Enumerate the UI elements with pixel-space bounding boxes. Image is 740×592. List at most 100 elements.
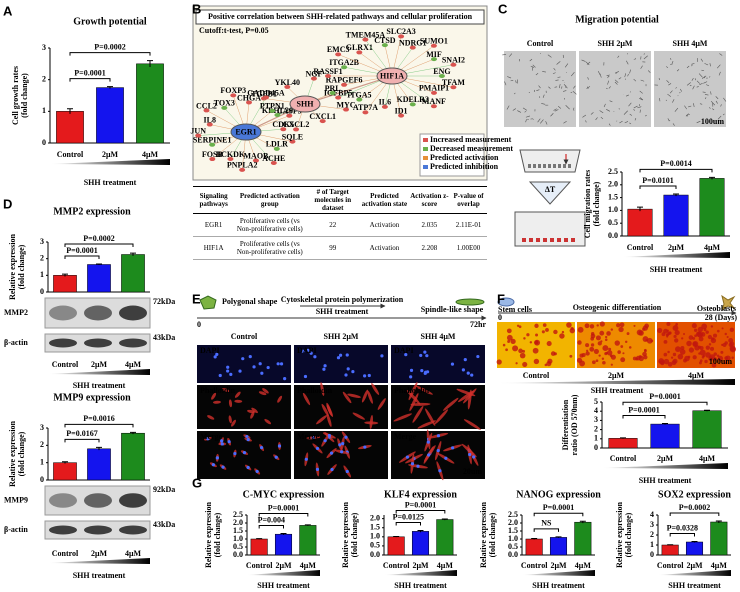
texture bbox=[585, 120, 587, 123]
mineral bbox=[686, 340, 692, 347]
texture bbox=[658, 77, 660, 81]
mineral bbox=[553, 329, 558, 335]
y-tick-label: 1.0 bbox=[370, 532, 380, 541]
y-tick-label: 0.5 bbox=[608, 218, 618, 227]
row-label: Merge bbox=[297, 432, 320, 441]
treatment-wedge bbox=[48, 558, 150, 564]
mineral bbox=[622, 352, 625, 355]
texture bbox=[565, 105, 570, 110]
mineral bbox=[589, 346, 595, 352]
panel-label: B bbox=[192, 1, 201, 16]
mineral bbox=[507, 340, 511, 343]
y-tick-label: 0.0 bbox=[233, 550, 243, 559]
nucleus bbox=[424, 370, 428, 374]
node-label: SUMO1 bbox=[420, 37, 448, 46]
cell: 22 bbox=[305, 213, 361, 237]
node bbox=[239, 167, 246, 172]
hub-shh bbox=[289, 95, 321, 113]
cell: 2.11E-01 bbox=[450, 213, 487, 237]
actin bbox=[406, 389, 421, 405]
cell: Proliferative cells (vs Non-proliferativ… bbox=[234, 213, 306, 237]
texture bbox=[512, 108, 516, 111]
mineral bbox=[666, 333, 670, 337]
texture bbox=[640, 65, 643, 69]
texture bbox=[676, 69, 680, 72]
nucleus bbox=[409, 368, 414, 372]
significance-bracket bbox=[395, 521, 421, 526]
node bbox=[245, 100, 252, 105]
texture bbox=[718, 71, 721, 76]
mineral bbox=[691, 323, 697, 329]
actin bbox=[443, 397, 459, 411]
blot-label: MMP2 bbox=[4, 308, 28, 317]
mineral bbox=[667, 361, 673, 367]
texture bbox=[537, 118, 541, 123]
significance-bracket bbox=[639, 168, 713, 173]
actin bbox=[228, 415, 232, 424]
band bbox=[119, 493, 147, 508]
schematic-label: Cytoskeletal protein polymerization bbox=[281, 295, 404, 304]
actin bbox=[408, 382, 418, 401]
x-axis-label: SHH treatment bbox=[639, 476, 692, 485]
nucleus bbox=[252, 365, 256, 369]
nucleus bbox=[329, 451, 334, 455]
nucleus bbox=[367, 373, 371, 378]
nucleus bbox=[304, 457, 308, 461]
actin bbox=[258, 391, 267, 396]
texture bbox=[680, 88, 682, 92]
annotation: P=0.0167 bbox=[66, 429, 97, 438]
schematic-label: Osteoblasts bbox=[697, 304, 736, 313]
node bbox=[289, 139, 296, 144]
mineral bbox=[542, 323, 547, 327]
bar bbox=[299, 525, 317, 556]
y-axis-label: (fold change) bbox=[20, 73, 29, 118]
nucleus bbox=[274, 455, 278, 459]
nucleus bbox=[330, 467, 334, 472]
mineral bbox=[614, 340, 620, 346]
node bbox=[209, 142, 216, 147]
mineral bbox=[606, 350, 613, 356]
nucleus bbox=[266, 365, 270, 370]
mineral bbox=[710, 325, 714, 328]
texture bbox=[619, 120, 623, 124]
texture bbox=[710, 101, 716, 106]
mineral bbox=[698, 352, 701, 355]
texture bbox=[585, 61, 590, 66]
y-tick-label: 2 bbox=[594, 424, 598, 433]
texture bbox=[607, 80, 610, 85]
nucleus bbox=[233, 451, 237, 456]
texture bbox=[696, 80, 700, 84]
node bbox=[269, 108, 276, 113]
texture bbox=[573, 85, 576, 89]
column-label: SHH 4μM bbox=[421, 332, 456, 341]
cell: Activation bbox=[360, 213, 409, 237]
error-bar bbox=[130, 252, 136, 256]
nucleus bbox=[416, 464, 420, 468]
actin bbox=[250, 411, 255, 419]
mineral bbox=[597, 341, 602, 346]
annotation: P=0.0001 bbox=[66, 246, 97, 255]
micrograph bbox=[294, 345, 388, 383]
actin bbox=[234, 399, 243, 403]
actin bbox=[371, 383, 380, 395]
transwell-diagram: ΔT bbox=[514, 149, 586, 247]
texture bbox=[699, 103, 703, 105]
mineral bbox=[569, 327, 575, 334]
mineral bbox=[707, 334, 712, 340]
mineral bbox=[674, 329, 680, 336]
texture bbox=[504, 81, 507, 86]
nucleus bbox=[255, 469, 259, 474]
actin bbox=[247, 409, 255, 414]
node-label: CCL2 bbox=[196, 101, 217, 110]
significance-bracket bbox=[64, 243, 134, 247]
y-axis-label: (fold change) bbox=[624, 512, 633, 557]
column-label: SHH 2μM bbox=[598, 39, 633, 48]
mineral bbox=[610, 363, 613, 366]
mineral bbox=[610, 328, 614, 331]
texture bbox=[698, 73, 703, 78]
chart-title: Growth potential bbox=[73, 16, 147, 27]
mineral bbox=[589, 324, 595, 329]
nucleus bbox=[211, 463, 216, 467]
texture bbox=[679, 91, 681, 94]
